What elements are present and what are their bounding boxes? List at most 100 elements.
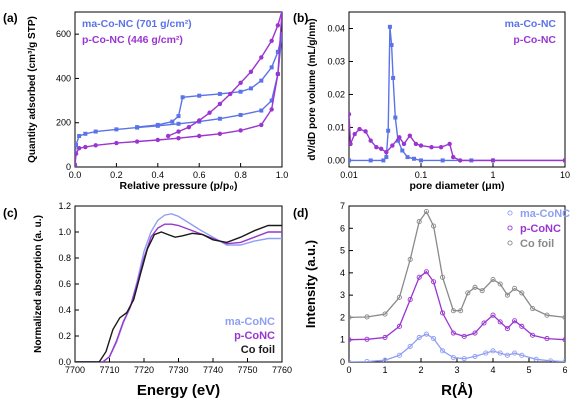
panel-d-series-1-point-8 (440, 310, 446, 316)
panel-b-series-0-point-12 (412, 156, 417, 161)
panel-a-series-1-adsorption-line (75, 12, 282, 166)
panel-a-series-0-adsorption-point-5 (114, 127, 119, 132)
panel-b-series-0-point-9 (396, 138, 401, 143)
panel-d-series-0-point-10 (461, 356, 467, 362)
panel-d-legend-2: Co foil (520, 238, 554, 250)
panel-a-legend-1: p-Co-NC (446 g/cm²) (82, 34, 183, 46)
panel-d-series-1-point-12 (481, 320, 487, 326)
panel-a-series-0-desorption-point-2 (269, 65, 274, 70)
panel-d-series-1-point-3 (396, 323, 402, 329)
panel-c-plot (75, 213, 282, 362)
panel-d-series-0-point-11 (472, 353, 478, 359)
panel-a-series-0-desorption-point-10 (170, 119, 175, 124)
panel-b-series-0-point-1 (368, 158, 373, 163)
panel-d-series-2-point-3 (396, 294, 402, 300)
panel-d-series-2-point-4 (407, 256, 413, 263)
panel-b-series-0-point-5 (387, 24, 392, 29)
panel-a-series-1-desorption-point-12 (165, 133, 171, 139)
panel-b-series-0-point-0 (349, 158, 351, 163)
panel-b-series-1-point-6 (374, 145, 379, 150)
panel-b-series-1-line (349, 114, 565, 162)
panel-a-series-1-desorption-point-4 (248, 69, 254, 74)
panel-a-series-1-adsorption-point-6 (134, 139, 140, 144)
panel-d-series-2-point-17 (512, 285, 518, 292)
panel-a-series-0-desorption-point-4 (248, 86, 253, 91)
panel-a-series-0-desorption-point-11 (155, 122, 160, 127)
panel-d-ytick-label-0: 0 (340, 357, 345, 367)
panel-a-series-0-adsorption-point-4 (93, 129, 98, 134)
panel-d-series-2-point-5 (416, 219, 422, 225)
panel-d-ytick-label-7: 7 (340, 201, 345, 211)
panel-b-series-1-point-3 (357, 126, 362, 132)
panel-d-series-0-point-9 (450, 354, 456, 361)
panel-c-xtick-label-1: 7710 (99, 365, 119, 375)
panel-d-series-1-point-0 (349, 337, 352, 343)
panel-d-series-2-point-14 (490, 276, 496, 283)
panel-c-legend-1: p-CoNC (234, 330, 275, 342)
panel-c-ytick-label-1: 0.2 (58, 331, 71, 341)
panel-b-ylabel: dV/dD pore volume (mL/g/nm) (307, 18, 318, 160)
panel-a-series-0-adsorption-point-12 (259, 108, 264, 113)
panel-d-series-0-point-4 (407, 343, 413, 349)
panel-c: (c) 7700 7710 7720 7730 7740 7750 7760 0.0 0.2 0.4… (3, 201, 292, 399)
panel-c-xtick-label-0: 7700 (65, 365, 85, 375)
panel-a-legend-0: ma-Co-NC (701 g/cm²) (82, 18, 192, 30)
panel-b-series-1-point-8 (384, 149, 389, 155)
panel-a-series-1-adsorption-point-5 (114, 140, 119, 146)
panel-d-series-1-line (349, 270, 565, 341)
panel-d-xtick-label-3: 3 (454, 365, 459, 375)
panel-d-series-1-point-11 (472, 330, 478, 336)
panel-b-series-0-point-13 (419, 158, 423, 163)
panel-c-ytick-label-3: 0.6 (58, 279, 71, 289)
panel-a-xtick-label-1: 0.2 (110, 170, 123, 180)
panel-a-series-1-adsorption-point-11 (238, 128, 243, 133)
panel-c-xtick-label-4: 7740 (203, 365, 223, 375)
panel-d-series-1-point-15 (504, 326, 510, 332)
panel-a-series-1-desorption-point-1 (275, 23, 281, 28)
panel-a-ytick-label-1: 200 (56, 118, 71, 128)
panel-c-xtick-label-3: 7730 (168, 365, 188, 375)
panel-d-series-1-point-5 (416, 274, 422, 280)
panel-d-series-1-point-19 (544, 336, 550, 342)
panel-a-series-1-adsorption-point-7 (155, 137, 160, 143)
panel-a-ytick-label-0: 0 (66, 162, 71, 172)
panel-b-series-1-point-0 (349, 112, 352, 117)
panel-a-xtick-label-2: 0.4 (152, 170, 165, 180)
panel-b-series-1-point-4 (363, 129, 368, 134)
panel-d-xtick-label-2: 2 (418, 365, 423, 375)
panel-d-xtick-label-6: 6 (562, 365, 567, 375)
panel-d-series-2-line (349, 210, 565, 319)
panel-b-series-1-point-19 (457, 158, 463, 163)
panel-b-series-1-point-12 (407, 133, 413, 138)
panel-d-series-1-point-9 (450, 330, 456, 336)
panel-a-series-1-desorption-point-6 (228, 91, 233, 97)
panel-b-plot (349, 24, 565, 163)
panel-b-series-0-point-2 (381, 158, 386, 163)
panel-a-series-0-desorption-point-9 (176, 114, 181, 119)
panel-d-series-2-point-18 (519, 290, 525, 296)
panel-c-xtick-label-6: 7760 (272, 365, 292, 375)
panel-a-plot (75, 12, 282, 167)
panel-d-series-2-point-12 (472, 284, 478, 290)
panel-b-ytick-label-1: 0.01 (327, 122, 345, 132)
panel-b-frame (348, 11, 566, 168)
panel-d-series-2-point-13 (479, 288, 485, 294)
panel-b-series-1-point-9 (390, 143, 395, 148)
panel-d-series-2-point-0 (349, 314, 352, 320)
panel-a-series-1-adsorption-point-2 (76, 145, 82, 151)
panel-c-ytick-label-6: 1.2 (58, 201, 71, 211)
panel-d-series-2-point-10 (458, 308, 464, 314)
panel-d-legend-marker-1 (507, 225, 513, 231)
panel-d-xtick-label-5: 5 (526, 365, 531, 375)
panel-b-series-0-point-8 (393, 115, 398, 120)
panel-a: (a) 0.0 0.2 0.4 0.6 0.8 1.0 0 200 400 600 Relative … (3, 11, 288, 192)
panel-a-series-1-adsorption-point-9 (197, 133, 202, 139)
panel-a-series-1-desorption-point-5 (238, 80, 243, 86)
panel-c-tag: (c) (3, 206, 18, 220)
panel-a-series-1-adsorption-point-3 (83, 144, 88, 150)
panel-c-ytick-label-4: 0.8 (58, 253, 71, 263)
panel-d-series-1-point-2 (382, 334, 388, 341)
panel-d-series-2-point-15 (497, 281, 503, 287)
panel-a-series-1-desorption-point-11 (176, 129, 181, 134)
panel-d-series-0-point-14 (497, 350, 503, 356)
